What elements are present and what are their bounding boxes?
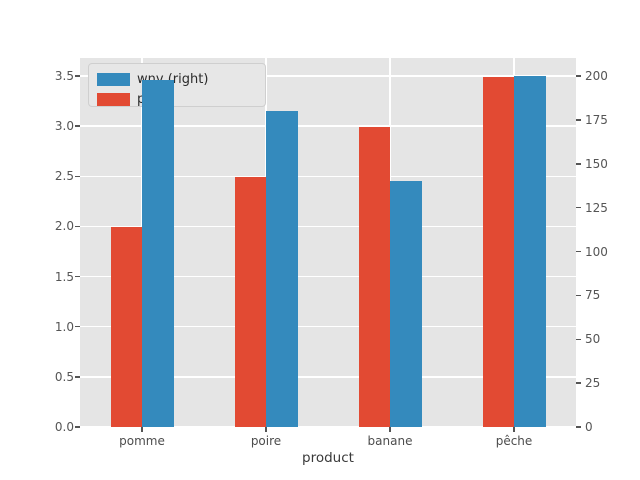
left-tick-mark: [75, 175, 80, 178]
left-tick-label: 2.5: [54, 169, 74, 184]
horizontal-gridline: [80, 225, 576, 228]
category-label-banane: banane: [367, 434, 413, 448]
bottom-tick-mark: [389, 427, 391, 432]
bottom-tick-mark: [513, 427, 515, 432]
left-tick-label: 0.0: [54, 420, 74, 434]
horizontal-gridline: [80, 125, 576, 127]
right-tick-label: 0: [585, 420, 593, 434]
bottom-tick-mark: [141, 427, 143, 432]
right-tick-mark: [576, 426, 581, 428]
horizontal-gridline: [80, 376, 576, 378]
blue-bar-pêche: [514, 76, 546, 427]
horizontal-gridline: [80, 426, 576, 428]
right-tick-label: 175: [585, 112, 608, 127]
blue-bar-poire: [266, 111, 298, 427]
category-label-pomme: pomme: [119, 434, 165, 448]
left-tick-label: 1.0: [54, 319, 74, 334]
right-tick-label: 200: [585, 69, 608, 83]
left-tick-label: 3.5: [54, 69, 74, 83]
right-tick-label: 150: [585, 156, 608, 171]
red-bar-pêche: [482, 77, 514, 427]
category-label-poire: poire: [250, 434, 282, 448]
left-tick-mark: [75, 325, 80, 328]
left-tick-mark: [75, 75, 80, 77]
right-tick-label: 100: [585, 244, 608, 259]
left-tick-label: 1.5: [54, 269, 74, 284]
legend: wnv (right) pr: [88, 63, 266, 107]
right-tick-mark: [576, 250, 581, 253]
right-tick-mark: [576, 206, 581, 209]
right-tick-mark: [576, 338, 581, 340]
right-tick-mark: [576, 382, 581, 384]
horizontal-gridline: [80, 325, 576, 328]
category-label-pêche: pêche: [495, 434, 533, 448]
right-tick-label: 25: [585, 376, 601, 391]
legend-swatch-red: [97, 92, 130, 106]
horizontal-gridline: [80, 175, 576, 178]
legend-item-wnv: wnv (right): [97, 70, 255, 88]
legend-item-pr: pr: [97, 90, 255, 108]
bottom-tick-mark: [265, 427, 267, 432]
left-tick-mark: [75, 426, 80, 428]
legend-swatch-blue: [97, 72, 130, 86]
horizontal-gridline: [80, 275, 576, 278]
red-bar-pomme: [110, 227, 142, 427]
left-tick-mark: [75, 125, 80, 127]
right-tick-label: 50: [585, 332, 601, 347]
left-tick-mark: [75, 275, 80, 278]
left-tick-mark: [75, 376, 80, 378]
right-tick-mark: [576, 163, 581, 165]
right-tick-label: 75: [585, 288, 601, 303]
blue-bar-pomme: [142, 79, 174, 427]
x-axis-title: product: [302, 450, 354, 466]
right-tick-mark: [576, 119, 581, 121]
left-tick-label: 0.5: [54, 369, 74, 384]
right-tick-label: 125: [585, 200, 608, 215]
left-tick-label: 2.0: [54, 219, 74, 234]
left-tick-label: 3.0: [54, 119, 74, 134]
blue-bar-banane: [390, 181, 422, 427]
right-tick-mark: [576, 75, 581, 77]
red-bar-poire: [234, 177, 266, 427]
left-tick-mark: [75, 225, 80, 228]
horizontal-gridline: [80, 75, 576, 77]
right-tick-mark: [576, 294, 581, 297]
red-bar-banane: [358, 127, 390, 427]
